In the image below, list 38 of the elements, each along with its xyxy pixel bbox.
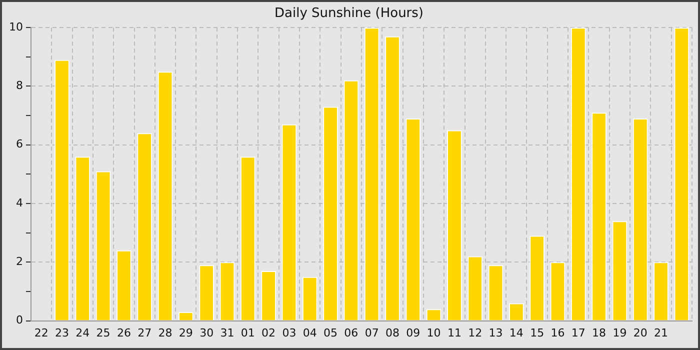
x-tick-label: 14: [509, 326, 524, 340]
x-tick-label: 25: [96, 326, 110, 340]
x-tick-label: 05: [324, 326, 338, 340]
x-tick-label: 19: [612, 326, 627, 340]
chart-title: Daily Sunshine (Hours): [274, 6, 424, 22]
x-tick-label: 12: [468, 326, 482, 340]
x-tick-label: 24: [76, 326, 90, 340]
x-tick-label: 02: [262, 326, 276, 340]
x-tick-label: 11: [447, 326, 462, 340]
x-tick-label: 01: [240, 326, 255, 340]
y-tick-label: 8: [16, 79, 23, 92]
y-tick-label: 2: [16, 255, 23, 268]
y-tick-label: 0: [16, 314, 23, 327]
x-tick-label: 21: [654, 326, 668, 340]
x-tick-label: 03: [282, 326, 296, 340]
x-tick-label: 18: [592, 326, 606, 340]
x-tick-label: 29: [178, 326, 193, 340]
y-tick-label: 10: [8, 20, 23, 34]
x-tick-label: 08: [385, 326, 400, 340]
y-tick-label: 6: [16, 138, 23, 151]
x-tick-label: 09: [406, 326, 420, 340]
x-tick-label: 20: [633, 326, 648, 340]
x-tick-label: 15: [530, 326, 544, 340]
x-tick-label: 06: [344, 326, 358, 340]
x-tick-label: 07: [364, 326, 379, 340]
x-tick-label: 26: [116, 326, 131, 340]
x-tick-label: 17: [571, 326, 586, 340]
x-tick-label: 16: [550, 326, 565, 340]
x-tick-label: 10: [426, 326, 441, 340]
x-tick-label: 31: [220, 326, 234, 340]
x-tick-label: 27: [138, 326, 152, 340]
x-tick-label: 13: [488, 326, 503, 340]
x-tick-label: 30: [200, 326, 214, 340]
y-tick-label: 4: [16, 196, 23, 210]
x-tick-label: 04: [302, 326, 317, 340]
x-tick-label: 22: [34, 326, 48, 340]
x-tick-label: 28: [158, 326, 172, 340]
x-tick-label: 23: [54, 326, 69, 340]
